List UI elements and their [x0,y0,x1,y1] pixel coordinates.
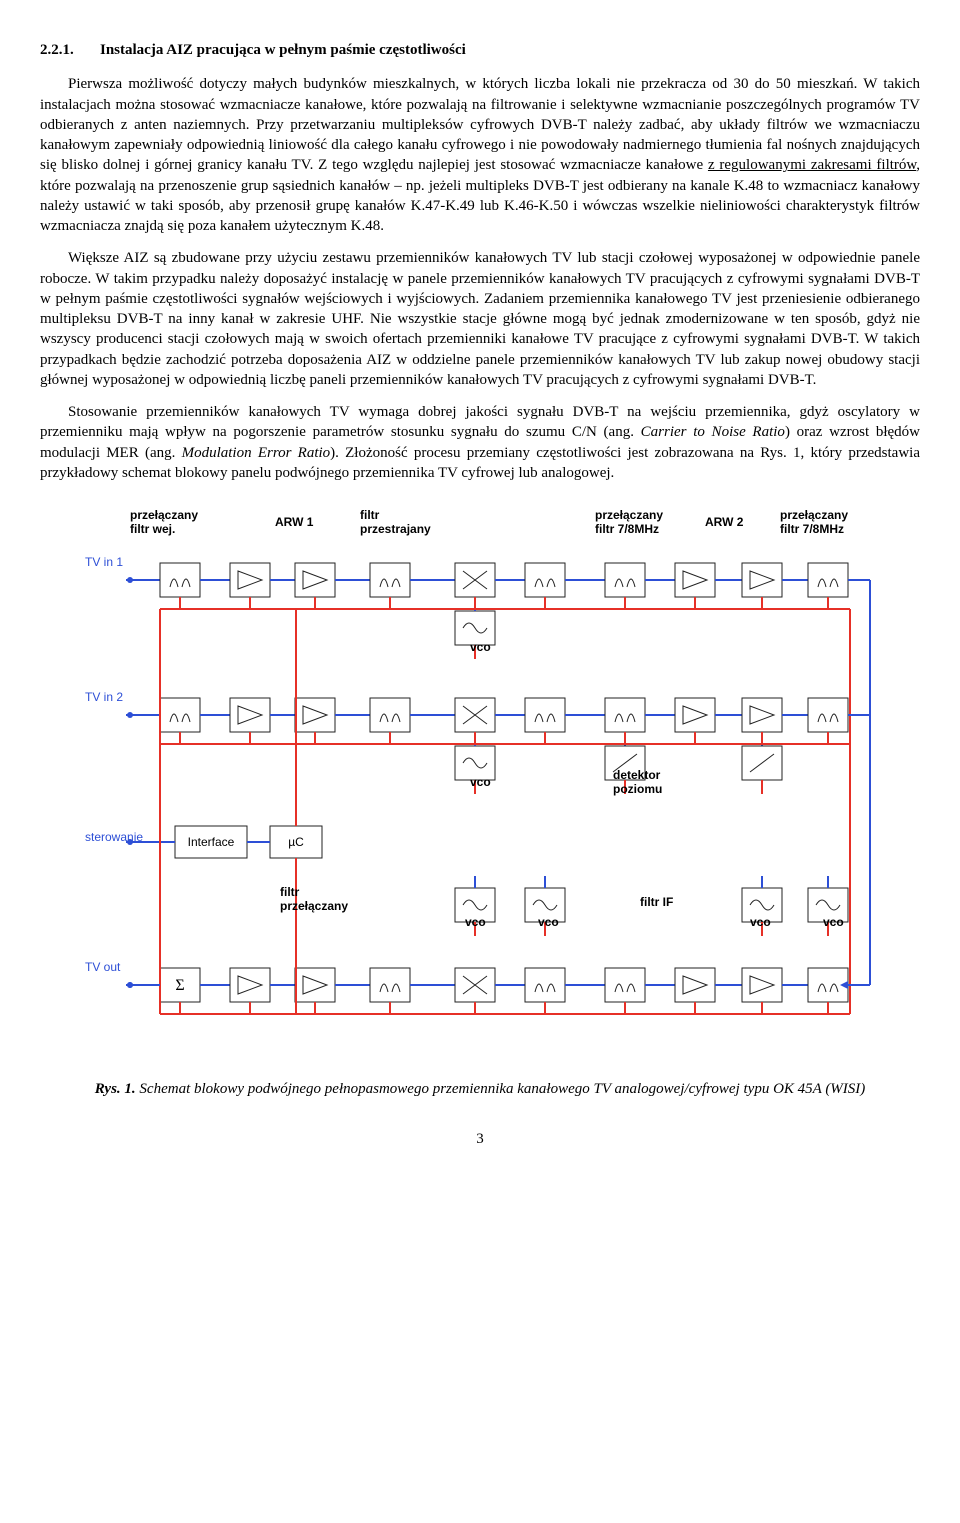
svg-text:przełączany: przełączany [595,508,663,522]
svg-text:filtr 7/8MHz: filtr 7/8MHz [780,522,844,536]
svg-text:przełączany: przełączany [130,508,198,522]
svg-text:vco: vco [823,915,844,929]
svg-text:sterowanie: sterowanie [85,830,143,844]
figure-1-diagram: ΣInterfaceµCprzełączanyfiltr wej.ARW 1fi… [80,501,880,1061]
svg-text:przestrajany: przestrajany [360,522,431,536]
svg-text:TV out: TV out [85,960,121,974]
svg-text:vco: vco [538,915,559,929]
svg-text:filtr IF: filtr IF [640,895,673,909]
section-title: Instalacja AIZ pracująca w pełnym paśmie… [100,40,466,60]
svg-text:Σ: Σ [175,977,184,994]
svg-text:vco: vco [465,915,486,929]
svg-text:filtr wej.: filtr wej. [130,522,175,536]
svg-text:przełączany: przełączany [780,508,848,522]
svg-text:filtr 7/8MHz: filtr 7/8MHz [595,522,659,536]
para-3: Stosowanie przemienników kanałowych TV w… [40,402,920,483]
svg-text:vco: vco [470,640,491,654]
para-1: Pierwsza możliwość dotyczy małych budynk… [40,74,920,236]
svg-text:przełączany: przełączany [280,899,348,913]
page-number: 3 [40,1129,920,1149]
svg-text:filtr: filtr [360,508,380,522]
svg-text:µC: µC [288,835,304,849]
svg-text:ARW 1: ARW 1 [275,515,314,529]
para-2: Większe AIZ są zbudowane przy użyciu zes… [40,248,920,390]
svg-text:vco: vco [750,915,771,929]
svg-text:vco: vco [470,775,491,789]
svg-text:filtr: filtr [280,885,300,899]
svg-text:TV in 2: TV in 2 [85,690,123,704]
figure-1-caption: Rys. 1. Schemat blokowy podwójnego pełno… [40,1079,920,1099]
svg-text:ARW 2: ARW 2 [705,515,744,529]
svg-text:TV in 1: TV in 1 [85,555,123,569]
svg-text:Interface: Interface [188,835,235,849]
section-number: 2.2.1. [40,40,100,60]
svg-text:poziomu: poziomu [613,782,662,796]
svg-text:detektor: detektor [613,768,661,782]
